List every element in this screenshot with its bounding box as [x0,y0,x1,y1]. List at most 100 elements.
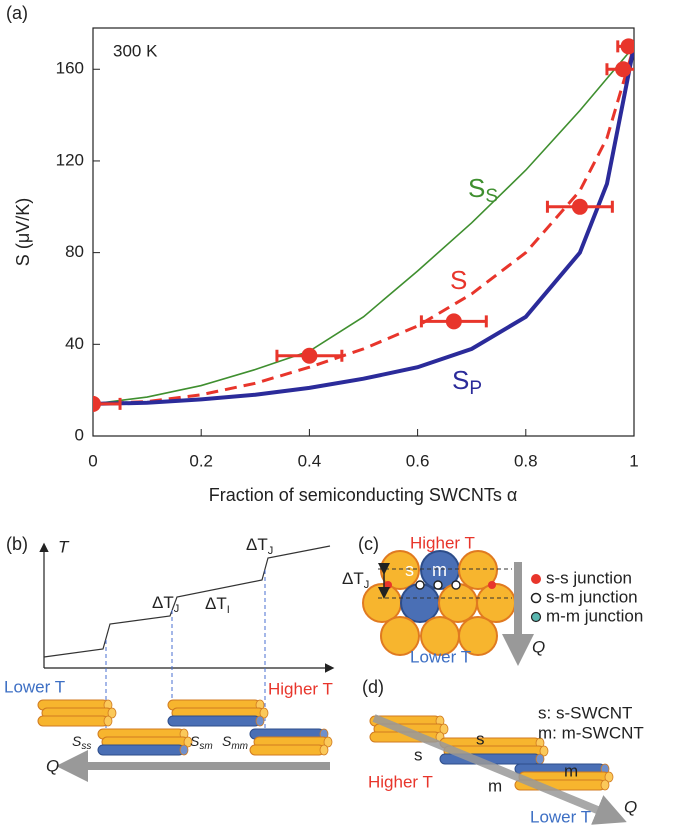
panel-b: (b) T ΔTJ ΔTJ ΔTI Lower T Higher T Sss S… [4,534,335,782]
tube-bundle [514,763,614,791]
legend-label: s-m junction [546,587,638,606]
legend-label: s-s junction [546,568,632,587]
s: S [222,733,232,749]
tube-end [535,753,545,765]
tube-end [107,707,117,719]
series-name: S [450,265,467,295]
legend-label: m-m junction [546,606,643,625]
data-point [301,347,318,364]
key: m: m-SWCNT [538,723,644,742]
tube-cross-section [362,550,516,656]
s: S [190,733,200,749]
tube-label: s [476,729,485,748]
x-tick-label: 0.6 [406,451,430,470]
x-tick-label: 0.8 [514,451,538,470]
tube-section [476,583,516,623]
junction-dot [384,581,392,589]
temperature-profile [43,545,331,658]
subscript: J [174,603,180,615]
tube-end [255,715,265,727]
plot-frame [92,27,635,437]
tube-end [179,744,189,756]
lower-t: Lower T [4,677,65,696]
y-axis-label: S (μV/K) [13,198,33,266]
tube-end [183,736,193,748]
delta-t: ΔT [152,593,174,612]
junction-dot [451,580,461,590]
subscript: J [268,545,274,557]
x-tick-label: 0.4 [298,451,322,470]
y-tick-label: 80 [65,242,84,261]
tube [97,744,185,756]
legend-dot [530,592,542,604]
annotation: 300 K [113,41,158,60]
junction-dot [415,580,425,590]
delta-t: ΔT [342,569,364,588]
tube-section [458,616,498,656]
lower-t: Lower T [410,647,471,666]
panel-d: (d) s: s-SWCNT m: m-SWCNT s s m m Higher… [362,677,644,827]
panel-label: (c) [358,534,379,554]
data-point [93,395,101,412]
tube-end [604,771,614,783]
tube-end [103,715,113,727]
q-label: Q [46,756,59,775]
tube-label: m [564,761,578,780]
s-mm: Smm [222,733,248,752]
panel-c: (c) Higher T s m ΔTJ Q Lower T s-s junct… [342,533,643,666]
data-point [571,198,588,215]
series-name: S [468,173,485,203]
higher-t: Higher T [368,772,433,791]
tube-end [259,707,269,719]
series-line [93,45,634,406]
tube-section [438,583,478,623]
m-label: m [432,560,447,580]
panel-label: (d) [362,677,384,697]
series-line [93,45,634,406]
y-tick-label: 0 [75,425,84,444]
tube-section [458,550,498,590]
data-point [445,313,462,330]
y-tick-label: 120 [56,150,84,169]
tube-section [400,583,440,623]
panel-label: (b) [6,534,28,554]
s: S [72,733,82,749]
legend-dot [530,611,542,623]
legend-dot [531,574,541,584]
plot-area [93,38,634,412]
x-tick-label: 0 [88,451,97,470]
t-axis-label: T [58,537,70,556]
data-point [615,61,632,78]
tube-bundle [97,728,193,756]
junction-dot [488,581,496,589]
tube-end [323,736,333,748]
tube-section [380,616,420,656]
delta-t-i: ΔTI [205,594,230,615]
delta-t: ΔT [205,594,227,613]
delta-t: ΔT [246,535,268,554]
tube-end [439,723,449,735]
higher-t: Higher T [410,533,475,552]
delta-t-j: ΔTJ [246,535,273,556]
data-point [620,38,634,55]
tube-bundle [167,699,269,727]
key: s: s-SWCNT [538,703,632,722]
tube-bundles [37,699,333,756]
s-label: s [405,560,414,580]
subscript: I [227,604,230,616]
y-tick-label: 40 [65,334,84,353]
panel-label: (a) [6,3,28,23]
error-bar [93,397,122,410]
s-sm: Ssm [190,733,213,752]
s-ss: Sss [72,733,91,752]
tube-bundle [249,728,333,756]
delta-t-j: ΔTJ [342,569,369,590]
delta-t-j: ΔTJ [152,593,179,614]
subscript: sm [199,741,212,752]
q-label: Q [624,797,637,816]
subscript: J [364,579,370,591]
subscript: ss [81,741,91,752]
x-tick-label: 1 [629,451,638,470]
